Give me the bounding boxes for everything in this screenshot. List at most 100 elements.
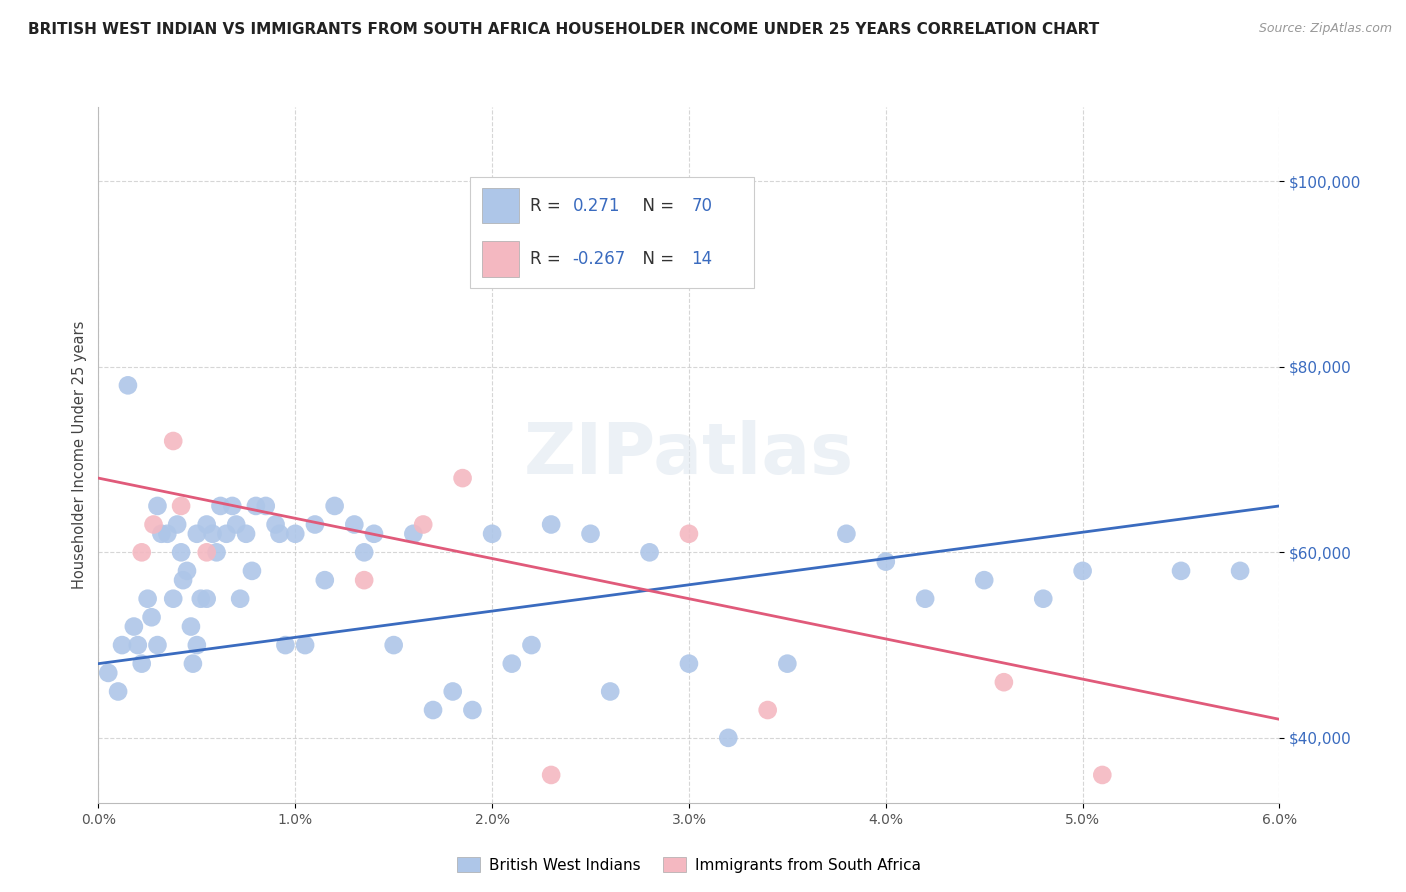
Text: 70: 70 xyxy=(692,196,713,215)
Text: R =: R = xyxy=(530,196,567,215)
Point xyxy=(314,573,336,587)
Point xyxy=(1071,564,1094,578)
Point xyxy=(599,684,621,698)
Point xyxy=(835,526,858,541)
Point xyxy=(190,591,212,606)
Point xyxy=(180,619,202,633)
Point xyxy=(181,657,204,671)
Point xyxy=(150,526,173,541)
Point xyxy=(156,526,179,541)
Point xyxy=(451,471,474,485)
Point xyxy=(294,638,316,652)
Point xyxy=(229,591,252,606)
FancyBboxPatch shape xyxy=(471,177,754,288)
Point xyxy=(269,526,291,541)
Point xyxy=(304,517,326,532)
Point xyxy=(1091,768,1114,782)
Point xyxy=(225,517,247,532)
Point xyxy=(142,517,165,532)
Point xyxy=(146,499,169,513)
Point xyxy=(170,499,193,513)
Point xyxy=(284,526,307,541)
Text: ZIPatlas: ZIPatlas xyxy=(524,420,853,490)
Point xyxy=(235,526,257,541)
Point xyxy=(756,703,779,717)
Point xyxy=(323,499,346,513)
Text: BRITISH WEST INDIAN VS IMMIGRANTS FROM SOUTH AFRICA HOUSEHOLDER INCOME UNDER 25 : BRITISH WEST INDIAN VS IMMIGRANTS FROM S… xyxy=(28,22,1099,37)
Point xyxy=(993,675,1015,690)
Point xyxy=(422,703,444,717)
Point xyxy=(172,573,194,587)
Point xyxy=(240,564,263,578)
Point xyxy=(254,499,277,513)
Point xyxy=(638,545,661,559)
Point xyxy=(540,517,562,532)
FancyBboxPatch shape xyxy=(482,187,519,223)
Point xyxy=(221,499,243,513)
Text: 14: 14 xyxy=(692,250,713,268)
Point xyxy=(205,545,228,559)
Point xyxy=(1229,564,1251,578)
Legend: British West Indians, Immigrants from South Africa: British West Indians, Immigrants from So… xyxy=(450,850,928,879)
Point xyxy=(914,591,936,606)
Point xyxy=(117,378,139,392)
Point xyxy=(402,526,425,541)
Point xyxy=(363,526,385,541)
FancyBboxPatch shape xyxy=(482,241,519,277)
Point xyxy=(195,545,218,559)
Point xyxy=(122,619,145,633)
Point xyxy=(215,526,238,541)
Point xyxy=(274,638,297,652)
Point xyxy=(186,638,208,652)
Text: N =: N = xyxy=(633,196,679,215)
Point xyxy=(678,526,700,541)
Point xyxy=(131,545,153,559)
Point xyxy=(412,517,434,532)
Point xyxy=(127,638,149,652)
Point xyxy=(353,545,375,559)
Point xyxy=(520,638,543,652)
Point xyxy=(195,591,218,606)
Y-axis label: Householder Income Under 25 years: Householder Income Under 25 years xyxy=(72,321,87,589)
Point xyxy=(146,638,169,652)
Point xyxy=(353,573,375,587)
Point xyxy=(97,665,120,680)
Point xyxy=(1032,591,1054,606)
Point xyxy=(717,731,740,745)
Point xyxy=(776,657,799,671)
Point xyxy=(461,703,484,717)
Point xyxy=(195,517,218,532)
Point xyxy=(186,526,208,541)
Point xyxy=(875,555,897,569)
Point xyxy=(162,591,184,606)
Point xyxy=(245,499,267,513)
Point xyxy=(973,573,995,587)
Point xyxy=(501,657,523,671)
Point xyxy=(162,434,184,448)
Text: 0.271: 0.271 xyxy=(572,196,620,215)
Point xyxy=(678,657,700,671)
Point xyxy=(481,526,503,541)
Point xyxy=(343,517,366,532)
Point xyxy=(599,823,621,838)
Point xyxy=(131,657,153,671)
Point xyxy=(579,526,602,541)
Point xyxy=(111,638,134,652)
Point xyxy=(441,684,464,698)
Point xyxy=(264,517,287,532)
Text: R =: R = xyxy=(530,250,567,268)
Point xyxy=(201,526,224,541)
Point xyxy=(209,499,232,513)
Point xyxy=(382,638,405,652)
Point xyxy=(176,564,198,578)
Text: N =: N = xyxy=(633,250,679,268)
Text: -0.267: -0.267 xyxy=(572,250,626,268)
Point xyxy=(136,591,159,606)
Point xyxy=(170,545,193,559)
Point xyxy=(166,517,188,532)
Point xyxy=(141,610,163,624)
Text: Source: ZipAtlas.com: Source: ZipAtlas.com xyxy=(1258,22,1392,36)
Point xyxy=(1170,564,1192,578)
Point xyxy=(540,768,562,782)
Point xyxy=(107,684,129,698)
